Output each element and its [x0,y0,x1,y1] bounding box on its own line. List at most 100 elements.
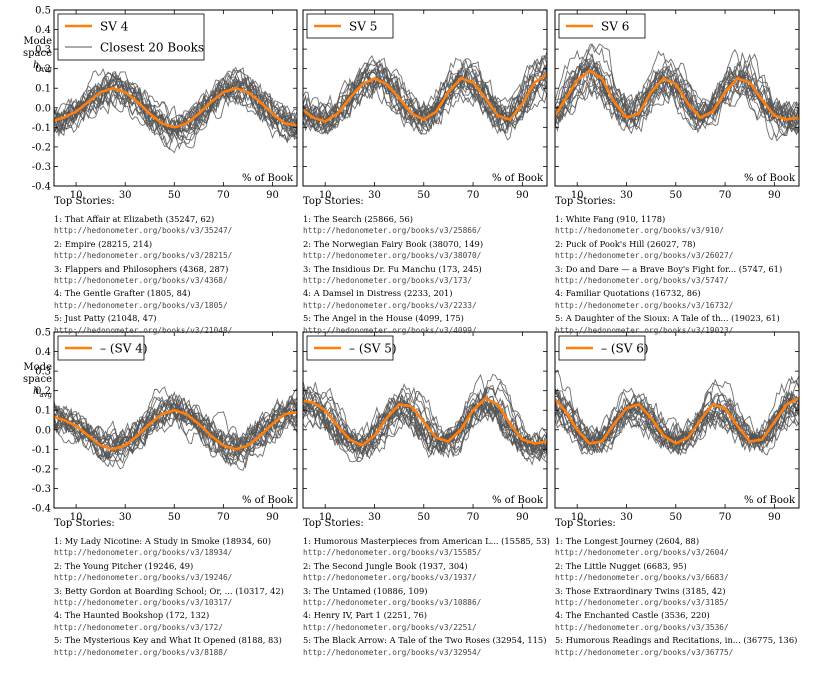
story-link[interactable]: http://hedonometer.org/books/v3/2251/ [303,622,477,632]
x-tick-label: 70 [719,190,732,201]
story-title: 5: The Mysterious Key and What It Opened… [54,635,282,646]
story-link[interactable]: http://hedonometer.org/books/v3/35247/ [54,226,233,236]
x-axis-label: % of Book [492,495,544,506]
legend: – (SV 6) [558,335,649,361]
story-link[interactable]: http://hedonometer.org/books/v3/10317/ [54,598,233,608]
legend-box [558,335,646,361]
y-tick-label: -0.3 [32,162,51,173]
story-link[interactable]: http://hedonometer.org/books/v3/1805/ [54,300,228,310]
story-link[interactable]: http://hedonometer.org/books/v3/8188/ [54,647,228,657]
stories-header: Top Stories: [303,518,364,529]
story-link[interactable]: http://hedonometer.org/books/v3/2604/ [555,548,729,558]
story-title: 1: That Affair at Elizabeth (35247, 62) [54,214,215,224]
story-link[interactable]: http://hedonometer.org/books/v3/19246/ [54,573,233,583]
stories-header: Top Stories: [54,196,115,207]
story-link[interactable]: http://hedonometer.org/books/v3/3185/ [555,598,729,608]
x-tick-label: 10 [571,190,584,201]
y-tick-label: 0.4 [35,347,51,358]
story-link[interactable]: http://hedonometer.org/books/v3/5747/ [555,276,729,286]
story-link[interactable]: http://hedonometer.org/books/v3/18934/ [54,548,233,558]
legend-label: SV 6 [601,20,629,34]
story-link[interactable]: http://hedonometer.org/books/v3/38070/ [303,251,482,261]
y-tick-label: 0.2 [35,386,51,397]
book-series-line [555,74,799,133]
y-tick-label: 0.3 [35,367,51,378]
story-link[interactable]: http://hedonometer.org/books/v3/1937/ [303,573,477,583]
legend: SV 5 [306,13,394,39]
story-title: 5: The Black Arrow: A Tale of the Two Ro… [303,635,547,646]
plot-frame [302,9,548,187]
x-tick-label: 50 [669,512,682,523]
story-title: 5: Humorous Readings and Recitations, in… [555,635,798,646]
y-label-line-1: Mode [23,36,52,47]
story-link[interactable]: http://hedonometer.org/books/v3/173/ [303,276,472,286]
book-series-line [303,70,547,122]
story-title: 3: Those Extraordinary Twins (3185, 42) [555,585,726,596]
x-tick-label: 30 [119,512,132,523]
story-link[interactable]: http://hedonometer.org/books/v3/21048/ [54,325,233,335]
book-series-line [303,386,547,462]
legend: SV 6 [558,13,646,39]
plot-frame [554,331,800,509]
story-title: 4: A Damsel in Distress (2233, 201) [303,288,453,299]
x-tick-label: 30 [368,512,381,523]
y-tick-label: -0.4 [32,182,51,193]
story-link[interactable]: http://hedonometer.org/books/v3/19023/ [555,325,734,335]
story-title: 5: The Angel in the House (4099, 175) [303,313,464,324]
story-link[interactable]: http://hedonometer.org/books/v3/3536/ [555,622,729,632]
reference-series-line [555,68,799,121]
y-axis-label-bottom: Mode space havg [0,362,52,401]
y-label-subscript: avg [39,391,52,399]
book-series-line [303,63,547,141]
chart-panel-top-right: 10 30 50 70 90 % of Book SV 6 [554,9,800,201]
story-link[interactable]: http://hedonometer.org/books/v3/2233/ [303,300,477,310]
book-series-line [54,83,297,126]
y-axis-label-top: Mode space havg [0,36,52,75]
story-link[interactable]: http://hedonometer.org/books/v3/4099/ [303,325,477,335]
legend: – (SV 4) [57,335,148,361]
story-link[interactable]: http://hedonometer.org/books/v3/4368/ [54,276,228,286]
book-series-line [54,397,297,470]
story-title: 1: The Search (25866, 56) [303,214,413,224]
story-title: 1: The Longest Journey (2604, 88) [555,536,700,546]
story-link[interactable]: http://hedonometer.org/books/v3/15585/ [303,548,482,558]
series-group [555,43,799,142]
story-link[interactable]: http://hedonometer.org/books/v3/6683/ [555,573,729,583]
x-tick-label: 90 [768,190,781,201]
story-link[interactable]: http://hedonometer.org/books/v3/36775/ [555,647,734,657]
series-group [303,51,547,141]
x-tick-label: 70 [467,512,480,523]
legend-label: SV 5 [349,20,377,34]
book-series-line [303,51,547,135]
story-link[interactable]: http://hedonometer.org/books/v3/25866/ [303,226,482,236]
story-title: 4: The Haunted Bookshop (172, 132) [54,610,210,621]
series-group [303,373,547,466]
story-link[interactable]: http://hedonometer.org/books/v3/32954/ [303,647,482,657]
story-link[interactable]: http://hedonometer.org/books/v3/172/ [54,622,223,632]
story-link[interactable]: http://hedonometer.org/books/v3/28215/ [54,251,233,261]
story-title: 3: The Untamed (10886, 109) [303,585,428,596]
stories-header: Top Stories: [555,518,616,529]
story-title: 3: Betty Gordon at Boarding School; Or, … [54,585,284,596]
story-link[interactable]: http://hedonometer.org/books/v3/910/ [555,226,724,236]
story-link[interactable]: http://hedonometer.org/books/v3/26027/ [555,251,734,261]
y-tick-label: 0.3 [35,45,51,56]
reference-series-line [54,408,297,451]
x-tick-label: 50 [669,190,682,201]
y-tick-label: 0.0 [35,103,51,114]
x-axis-label: % of Book [744,173,796,184]
stories-top-middle: Top Stories: 1: The Search (25866, 56) h… [303,196,483,337]
story-link[interactable]: http://hedonometer.org/books/v3/10886/ [303,598,482,608]
story-title: 4: Familiar Quotations (16732, 86) [555,288,701,299]
x-tick-label: 30 [620,512,633,523]
y-label-subscript: avg [39,65,52,73]
story-title: 2: Empire (28215, 214) [54,238,153,249]
chart-panel-bottom-left: 10 30 50 70 90 -0.4 -0.3 -0.2 -0.1 0.0 0.1 0.2 0.3 0.… [32,328,298,523]
legend: – (SV 5) [306,335,397,361]
story-title: 4: The Enchanted Castle (3536, 220) [555,610,710,621]
story-link[interactable]: http://hedonometer.org/books/v3/16732/ [555,300,734,310]
x-tick-label: 30 [368,190,381,201]
plot-frame [302,331,548,509]
book-series-line [303,398,547,466]
x-tick-label: 70 [217,190,230,201]
